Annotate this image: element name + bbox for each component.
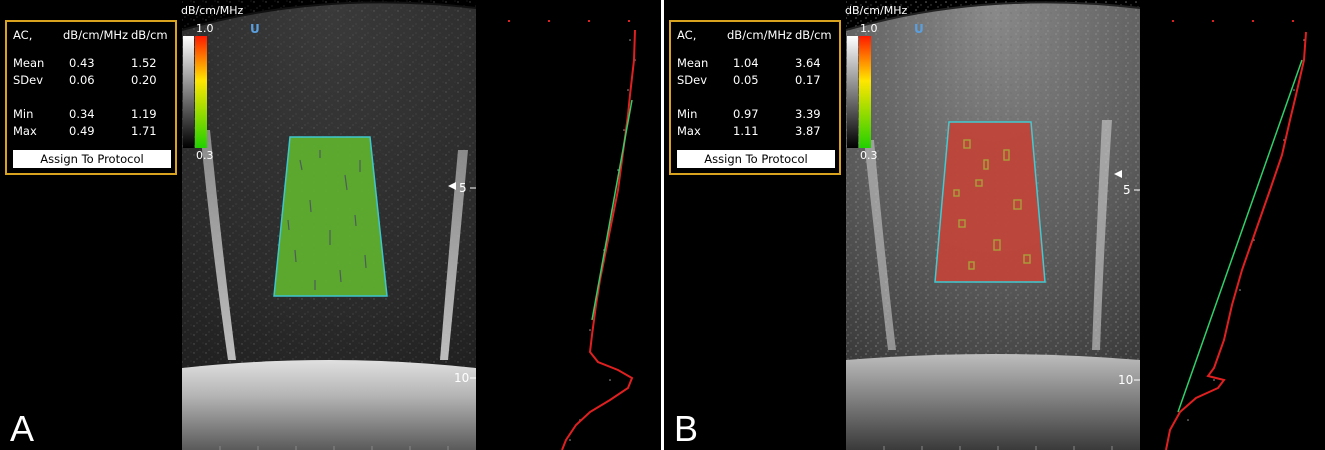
depth-label-10: 10 [454, 371, 470, 385]
colorbar-min-label: 0.3 [860, 149, 878, 162]
stats-sdev-row: SDev 0.06 0.20 [13, 73, 173, 89]
min-label: Min [13, 107, 34, 121]
assign-to-protocol-button[interactable]: Assign To Protocol [13, 150, 171, 168]
colorbar-title: dB/cm/MHz [845, 4, 908, 17]
stats-mean-row: Mean 1.04 3.64 [677, 56, 837, 72]
assign-to-protocol-button[interactable]: Assign To Protocol [677, 150, 835, 168]
attenuation-stats-panel: AC, dB/cm/MHz dB/cm Mean 1.04 3.64 SDev … [669, 20, 841, 175]
depth-label-10: 10 [1118, 373, 1134, 387]
colorbar-max-label: 1.0 [860, 22, 878, 35]
mean-value-mhz: 0.43 [69, 56, 95, 70]
stats-max-row: Max 1.11 3.87 [677, 124, 837, 140]
colorbar-title: dB/cm/MHz [181, 4, 244, 17]
depth-label-5: 5 [459, 181, 467, 195]
attenuation-stats-panel: AC, dB/cm/MHz dB/cm Mean 0.43 1.52 SDev … [5, 20, 177, 175]
panel-a: dB/cm/MHz U 1.0 0.3 5 10 AC, dB/cm/MHz d… [0, 0, 661, 450]
min-value-cm: 3.39 [795, 107, 821, 121]
stats-min-row: Min 0.97 3.39 [677, 107, 837, 123]
sdev-value-mhz: 0.06 [69, 73, 95, 87]
max-value-cm: 3.87 [795, 124, 821, 138]
max-value-cm: 1.71 [131, 124, 157, 138]
max-value-mhz: 1.11 [733, 124, 759, 138]
sdev-value-cm: 0.20 [131, 73, 157, 87]
probe-orientation-icon: U [914, 22, 924, 36]
mean-label: Mean [13, 56, 45, 70]
stats-mean-row: Mean 0.43 1.52 [13, 56, 173, 72]
attenuation-profile-plot-b [1165, 31, 1307, 450]
stats-header-row: AC, dB/cm/MHz dB/cm [677, 28, 837, 44]
min-label: Min [677, 107, 698, 121]
mean-value-cm: 3.64 [795, 56, 821, 70]
mean-value-cm: 1.52 [131, 56, 157, 70]
sdev-value-cm: 0.17 [795, 73, 821, 87]
stats-max-row: Max 0.49 1.71 [13, 124, 173, 140]
header-ac: AC, [13, 28, 33, 42]
sdev-value-mhz: 0.05 [733, 73, 759, 87]
mean-label: Mean [677, 56, 709, 70]
header-db-cm: dB/cm [795, 28, 832, 42]
panel-divider [661, 0, 664, 450]
stats-sdev-row: SDev 0.05 0.17 [677, 73, 837, 89]
colorbar-max-label: 1.0 [196, 22, 214, 35]
probe-orientation-icon: U [250, 22, 260, 36]
header-db-cm: dB/cm [131, 28, 168, 42]
sdev-label: SDev [677, 73, 708, 87]
min-value-mhz: 0.97 [733, 107, 759, 121]
colorbar-min-label: 0.3 [196, 149, 214, 162]
depth-label-5: 5 [1123, 183, 1131, 197]
max-value-mhz: 0.49 [69, 124, 95, 138]
header-db-cm-mhz: dB/cm/MHz [63, 28, 129, 42]
panel-label-b: B [674, 408, 699, 449]
header-db-cm-mhz: dB/cm/MHz [727, 28, 793, 42]
attenuation-profile-plot-a [561, 29, 636, 450]
panel-b: dB/cm/MHz U 1.0 0.3 5 10 AC, dB/cm/MHz d… [664, 0, 1325, 450]
sdev-label: SDev [13, 73, 44, 87]
max-label: Max [13, 124, 37, 138]
ultrasound-image-a [181, 0, 630, 450]
stats-min-row: Min 0.34 1.19 [13, 107, 173, 123]
panel-label-a: A [10, 408, 35, 449]
min-value-mhz: 0.34 [69, 107, 95, 121]
ultrasound-image-b [845, 0, 1294, 450]
header-ac: AC, [677, 28, 697, 42]
min-value-cm: 1.19 [131, 107, 157, 121]
max-label: Max [677, 124, 701, 138]
stats-header-row: AC, dB/cm/MHz dB/cm [13, 28, 173, 44]
mean-value-mhz: 1.04 [733, 56, 759, 70]
